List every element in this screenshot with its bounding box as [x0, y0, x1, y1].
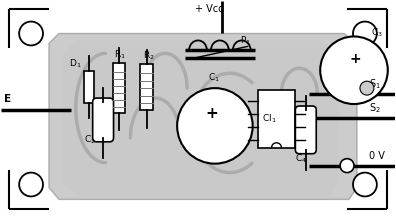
- Bar: [258, 90, 295, 148]
- Circle shape: [19, 22, 43, 45]
- Text: CI$_1$: CI$_1$: [262, 113, 276, 125]
- Text: C$_2$: C$_2$: [84, 134, 95, 146]
- Text: +: +: [349, 52, 361, 66]
- Bar: [84, 71, 94, 103]
- Circle shape: [19, 173, 43, 196]
- Text: +: +: [205, 106, 218, 121]
- Bar: [140, 64, 153, 110]
- Text: C$_1$: C$_1$: [208, 71, 220, 84]
- Circle shape: [353, 22, 377, 45]
- Circle shape: [320, 36, 388, 104]
- Text: 0 V: 0 V: [369, 151, 385, 161]
- Text: C$_3$: C$_3$: [371, 26, 383, 39]
- FancyBboxPatch shape: [93, 98, 114, 142]
- Circle shape: [360, 81, 374, 95]
- Circle shape: [353, 173, 377, 196]
- FancyBboxPatch shape: [295, 106, 316, 154]
- Bar: [112, 63, 126, 113]
- PathPatch shape: [49, 34, 357, 199]
- Circle shape: [177, 88, 253, 164]
- Text: D$_1$: D$_1$: [69, 57, 81, 70]
- Text: S$_2$: S$_2$: [369, 101, 381, 115]
- Text: P$_1$: P$_1$: [240, 34, 251, 47]
- PathPatch shape: [63, 41, 339, 196]
- Circle shape: [340, 159, 354, 173]
- Text: R$_1$: R$_1$: [114, 48, 126, 61]
- Text: + Vcc: + Vcc: [195, 4, 223, 14]
- Text: S$_1$: S$_1$: [369, 77, 381, 91]
- Text: C$_4$: C$_4$: [295, 153, 307, 165]
- Text: R$_2$: R$_2$: [143, 49, 155, 62]
- Text: E: E: [4, 94, 11, 104]
